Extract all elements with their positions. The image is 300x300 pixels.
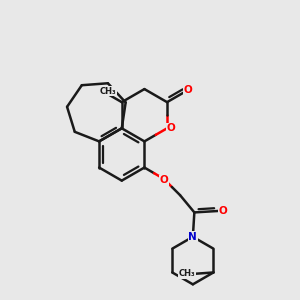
Text: O: O	[166, 123, 175, 133]
Text: N: N	[188, 232, 197, 242]
Text: CH₃: CH₃	[99, 87, 116, 96]
Text: CH₃: CH₃	[179, 269, 196, 278]
Text: O: O	[219, 206, 228, 216]
Text: O: O	[184, 85, 193, 95]
Text: O: O	[159, 175, 168, 185]
